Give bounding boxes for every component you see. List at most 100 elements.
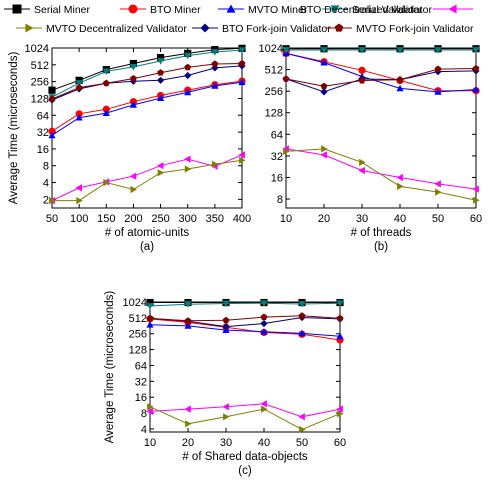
x-tick-label: 40 (394, 213, 406, 225)
legend-entry-bto-miner: BTO Miner (120, 4, 201, 16)
x-tick-label: 400 (233, 213, 251, 225)
panel-label: (c) (238, 465, 252, 477)
series-line (285, 52, 476, 92)
legend-entry-mvto-fork-join-validator: MVTO Fork-join Validator (326, 23, 474, 35)
x-axis-label: # of atomic-units (105, 227, 190, 239)
data-point (238, 59, 246, 67)
data-point (282, 47, 290, 54)
data-point (184, 301, 192, 308)
x-tick-label: 10 (280, 213, 292, 225)
data-point (472, 47, 480, 54)
data-point (358, 166, 365, 175)
data-point (185, 420, 192, 428)
data-point (184, 322, 192, 329)
y-axis-label: Average Time (microseconds) (104, 291, 116, 444)
x-axis-label: # of Shared data-objects (182, 451, 308, 463)
data-point (211, 49, 219, 56)
data-point (260, 313, 268, 320)
data-point (184, 405, 191, 413)
plot-area (285, 47, 477, 209)
legend-marker (200, 23, 210, 33)
series-mvto-decentralized-validator (283, 145, 480, 204)
y-tick-label: 32 (135, 376, 147, 388)
data-point (260, 400, 267, 408)
legend-entry-mvto-decentralized-validator: MVTO Decentralized Validator (16, 23, 187, 35)
y-tick-label: 32 (271, 151, 283, 163)
data-point (157, 69, 164, 76)
x-tick-label: 50 (296, 437, 308, 449)
legend-label: MVTO Fork-join Validator (356, 23, 474, 35)
y-tick-label: 128 (31, 93, 49, 105)
data-point (75, 114, 83, 121)
data-point (184, 71, 192, 80)
data-point (473, 196, 480, 204)
data-point (260, 328, 268, 335)
y-tick-label: 64 (135, 360, 147, 372)
y-tick-label: 2 (43, 194, 49, 206)
series-line (285, 148, 477, 190)
data-point (184, 155, 191, 163)
data-point (212, 160, 219, 168)
data-point (396, 47, 404, 54)
y-tick-label: 8 (141, 408, 147, 420)
chart-panel-2: 8 16 32 64 128 256 512 1024 10 20 30 40 50 60 # of thr… (259, 43, 483, 253)
legend-marker (226, 4, 236, 13)
data-point (48, 95, 56, 102)
data-point (184, 165, 192, 173)
series-mvto-fork-join-validator (282, 64, 480, 90)
y-tick-label: 1024 (123, 297, 147, 309)
data-point (75, 110, 83, 118)
data-point (434, 180, 441, 188)
data-point (102, 79, 110, 87)
data-point (129, 64, 137, 71)
y-tick-label: 512 (31, 60, 49, 72)
series-line (51, 63, 243, 100)
data-point (222, 323, 230, 331)
data-point (336, 332, 344, 340)
data-point (157, 94, 165, 101)
legend-marker (12, 4, 22, 14)
series-bto-decentralized-validator (282, 145, 479, 193)
y-tick-label: 256 (31, 77, 49, 89)
data-point (298, 413, 305, 421)
series-line (149, 406, 341, 431)
series-line (149, 403, 341, 418)
data-point (238, 151, 245, 159)
x-tick-label: 50 (46, 213, 58, 225)
y-tick-label: 4 (43, 178, 49, 190)
series-serial-validator (146, 300, 344, 310)
data-point (102, 105, 110, 113)
x-tick-label: 30 (356, 213, 368, 225)
y-tick-label: 256 (129, 329, 147, 341)
series-mvto-fork-join-validator (48, 59, 246, 102)
data-point (472, 64, 480, 72)
panel-label: (a) (140, 241, 154, 253)
data-point (298, 312, 306, 319)
series-line (285, 52, 477, 93)
data-point (299, 425, 306, 434)
data-point (156, 53, 165, 62)
data-point (184, 63, 192, 71)
data-point (298, 301, 306, 308)
series-serial-miner (282, 45, 480, 53)
data-point (147, 403, 154, 411)
data-point (396, 173, 403, 182)
legend-entry-serial-miner: Serial Miner (4, 4, 91, 16)
series-mvto-fork-join-validator (146, 312, 344, 324)
x-tick-label: 300 (179, 213, 197, 225)
chart-panel-3: 4 8 16 32 64 128 256 512 1024 10 20 30 40 50 60 # of Sh… (104, 291, 346, 477)
y-tick-label: 16 (271, 172, 283, 184)
data-point (222, 316, 230, 324)
data-point (157, 58, 165, 65)
panel-label: (b) (374, 241, 388, 253)
data-point (238, 47, 246, 54)
data-point (130, 75, 137, 82)
legend: Serial Miner BTO Miner MVTO Miner Serial Va… (4, 4, 474, 35)
x-axis-label: # of threads (351, 227, 412, 239)
data-point (434, 88, 442, 95)
data-point (129, 101, 137, 108)
y-tick-label: 512 (265, 65, 283, 77)
x-tick-label: 250 (151, 213, 169, 225)
series-line (285, 68, 477, 87)
